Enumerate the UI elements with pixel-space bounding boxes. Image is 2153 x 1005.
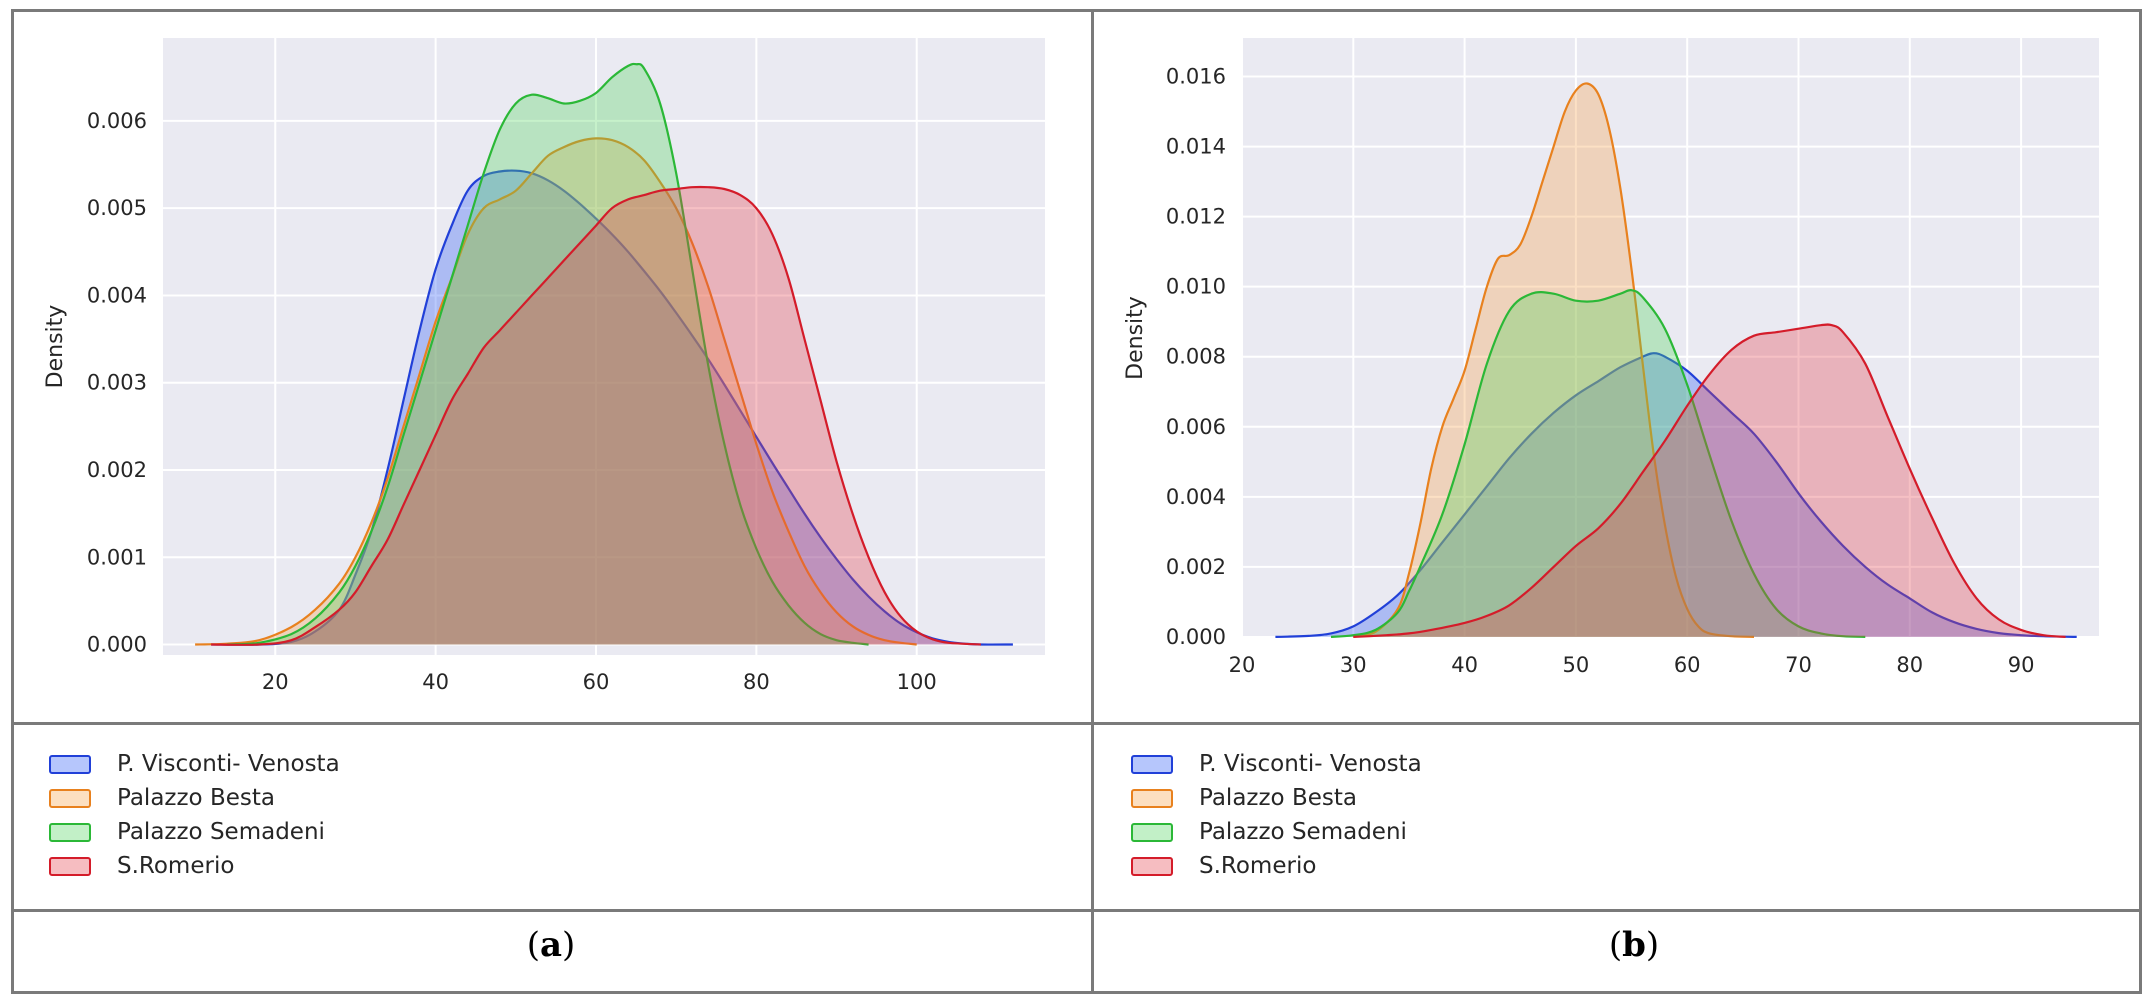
y-tick-label: 0.010 — [1166, 275, 1226, 299]
x-tick-label: 20 — [1229, 653, 1256, 677]
legend-label: Palazzo Semadeni — [117, 819, 325, 845]
caption-a-letter: a — [539, 925, 563, 965]
series-palazzo-semadeni — [227, 62, 869, 646]
series-palazzo-semadeni — [1330, 289, 1866, 638]
density-area — [1353, 83, 1754, 637]
series-p-visconti-venosta — [1275, 352, 2077, 638]
series-p-visconti-venosta — [211, 169, 1013, 646]
legend-label: P. Visconti- Venosta — [117, 751, 340, 777]
y-tick-label: 0.005 — [87, 196, 147, 220]
y-tick-label: 0.000 — [87, 633, 147, 657]
density-line — [195, 137, 917, 646]
series-s-romerio — [1353, 323, 2066, 638]
legend-swatch — [1131, 754, 1173, 774]
y-tick-label: 0.008 — [1166, 345, 1226, 369]
y-tick-label: 0.000 — [1166, 625, 1226, 649]
density-line — [1275, 352, 2077, 638]
y-tick-label: 0.012 — [1166, 205, 1226, 229]
y-tick-label: 0.006 — [87, 109, 147, 133]
x-tick-label: 90 — [2008, 653, 2035, 677]
legend-label: P. Visconti- Venosta — [1199, 751, 1422, 777]
caption-divider — [11, 909, 2142, 912]
x-tick-label: 40 — [1451, 653, 1478, 677]
x-tick-label: 30 — [1340, 653, 1367, 677]
y-axis-label: Density — [1123, 296, 1148, 380]
x-tick-label: 80 — [1896, 653, 1923, 677]
legend-swatch — [49, 856, 91, 876]
caption-a: (a) — [526, 925, 576, 965]
x-tick-label: 70 — [1785, 653, 1812, 677]
y-tick-label: 0.002 — [87, 458, 147, 482]
x-tick-label: 100 — [897, 670, 937, 694]
legend-swatch — [49, 788, 91, 808]
caption-b: (b) — [1608, 925, 1660, 965]
density-line — [227, 62, 869, 646]
plot-background — [163, 38, 1045, 655]
legend-item: P. Visconti- Venosta — [49, 749, 340, 779]
density-chart-a: 20 40 60 80 100 0.000 0.001 0.002 0.003 0.004 0.00… — [43, 38, 1045, 694]
panel-divider — [1091, 9, 1094, 994]
series-s-romerio — [211, 185, 981, 646]
density-line — [1330, 289, 1866, 638]
legend-label: Palazzo Besta — [1199, 785, 1357, 811]
y-tick-label: 0.001 — [87, 545, 147, 569]
gridlines — [163, 38, 1045, 655]
figure-frame — [11, 9, 2142, 994]
x-tick-label: 60 — [583, 670, 610, 694]
legend-item: P. Visconti- Venosta — [1131, 749, 1422, 779]
density-line — [211, 185, 981, 646]
legend-item: Palazzo Semadeni — [49, 817, 325, 847]
density-area — [1331, 290, 1866, 637]
y-tick-label: 0.006 — [1166, 415, 1226, 439]
y-tick-label: 0.003 — [87, 371, 147, 395]
legend-item: Palazzo Besta — [1131, 783, 1357, 813]
density-area — [227, 63, 869, 645]
density-chart-b: 20 30 40 50 60 70 80 90 0.000 0.002 0.004 0.006 0.00… — [1123, 38, 2099, 677]
legend-swatch — [1131, 822, 1173, 842]
legend-label: S.Romerio — [1199, 853, 1317, 879]
legend-divider — [11, 722, 2142, 725]
plot-background — [1242, 38, 2099, 638]
legend-label: S.Romerio — [117, 853, 235, 879]
y-axis-label: Density — [43, 305, 68, 389]
y-tick-label: 0.004 — [87, 283, 147, 307]
density-area — [211, 186, 981, 645]
legend-swatch — [1131, 856, 1173, 876]
density-area — [1275, 353, 2077, 637]
legend-swatch — [1131, 788, 1173, 808]
x-tick-label: 50 — [1563, 653, 1590, 677]
y-tick-label: 0.014 — [1166, 135, 1226, 159]
legend-item: Palazzo Besta — [49, 783, 275, 813]
density-area — [1353, 324, 2066, 637]
legend-label: Palazzo Semadeni — [1199, 819, 1407, 845]
caption-b-letter: b — [1622, 925, 1646, 965]
legend-swatch — [49, 822, 91, 842]
density-line — [211, 169, 1013, 646]
y-tick-label: 0.004 — [1166, 485, 1226, 509]
legend-item: S.Romerio — [1131, 851, 1316, 881]
y-tick-label: 0.016 — [1166, 65, 1226, 89]
x-tick-label: 20 — [262, 670, 289, 694]
legend-item: Palazzo Semadeni — [1131, 817, 1407, 847]
x-tick-label: 40 — [422, 670, 449, 694]
legend-label: Palazzo Besta — [117, 785, 275, 811]
density-line — [1353, 323, 2066, 638]
x-tick-label: 80 — [743, 670, 770, 694]
y-tick-label: 0.002 — [1166, 555, 1226, 579]
series-palazzo-besta — [1353, 82, 1755, 638]
density-line — [1353, 82, 1755, 638]
legend-item: S.Romerio — [49, 851, 234, 881]
x-tick-label: 60 — [1674, 653, 1701, 677]
legend-swatch — [49, 754, 91, 774]
